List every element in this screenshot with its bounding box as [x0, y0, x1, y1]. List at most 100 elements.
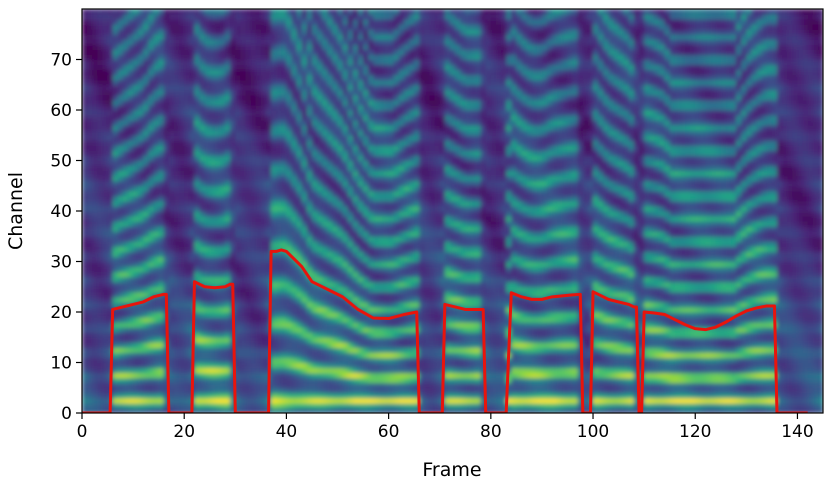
heatmap-cell: [173, 160, 180, 167]
heatmap-cell: [281, 357, 288, 364]
heatmap-cell: [122, 64, 129, 71]
heatmap-cell: [245, 231, 252, 237]
heatmap-cell: [352, 44, 359, 50]
heatmap-cell: [332, 170, 339, 177]
heatmap-cell: [133, 347, 139, 353]
heatmap-cell: [378, 84, 385, 91]
heatmap-cell: [281, 54, 288, 61]
heatmap-cell: [306, 195, 313, 202]
heatmap-cell: [301, 165, 308, 172]
heatmap-cell: [127, 296, 134, 303]
heatmap-cell: [301, 256, 308, 263]
heatmap-cell: [127, 170, 134, 177]
heatmap-cell: [342, 362, 349, 369]
heatmap-cell: [127, 317, 134, 323]
heatmap-cell: [225, 89, 231, 96]
heatmap-cell: [102, 175, 109, 182]
heatmap-cell: [296, 266, 303, 273]
heatmap-cell: [179, 317, 185, 323]
heatmap-cell: [148, 74, 155, 81]
heatmap-cell: [368, 135, 374, 141]
heatmap-cell: [97, 251, 104, 258]
heatmap-cell: [209, 19, 216, 25]
heatmap-cell: [378, 291, 385, 298]
heatmap-cell: [250, 205, 257, 212]
heatmap-cell: [107, 221, 114, 227]
heatmap-cell: [393, 332, 400, 338]
heatmap-cell: [204, 271, 211, 278]
heatmap-cell: [107, 94, 114, 101]
heatmap-cell: [322, 352, 328, 359]
heatmap-cell: [122, 261, 129, 268]
heatmap-cell: [383, 69, 390, 76]
heatmap-cell: [225, 170, 231, 177]
heatmap-cell: [117, 281, 124, 288]
heatmap-cell: [148, 180, 155, 187]
heatmap-cell: [265, 99, 272, 106]
heatmap-cell: [393, 256, 400, 263]
heatmap-cell: [179, 286, 185, 293]
heatmap-cell: [368, 175, 374, 182]
heatmap-cell: [311, 69, 318, 76]
heatmap-cell: [352, 185, 359, 192]
heatmap-cell: [337, 84, 344, 91]
heatmap-cell: [235, 84, 242, 91]
heatmap-cell: [342, 145, 349, 151]
heatmap-cell: [281, 180, 288, 187]
heatmap-cell: [225, 352, 231, 359]
heatmap-cell: [219, 140, 226, 146]
heatmap-cell: [204, 185, 211, 192]
heatmap-cell: [317, 200, 323, 207]
heatmap-cell: [168, 205, 175, 212]
heatmap-cell: [184, 34, 190, 40]
heatmap-cell: [373, 59, 379, 66]
heatmap-cell: [209, 377, 216, 384]
heatmap-cell: [117, 205, 124, 212]
heatmap-cell: [97, 397, 104, 404]
heatmap-cell: [255, 205, 262, 212]
heatmap-cell: [219, 276, 226, 283]
heatmap-cell: [281, 291, 288, 298]
heatmap-cell: [260, 74, 267, 81]
heatmap-cell: [189, 180, 196, 187]
heatmap-cell: [184, 74, 190, 81]
heatmap-cell: [158, 160, 165, 167]
heatmap-cell: [383, 337, 390, 343]
heatmap-cell: [230, 382, 236, 389]
heatmap-cell: [327, 155, 334, 162]
heatmap-cell: [184, 195, 190, 202]
heatmap-cell: [363, 49, 369, 56]
heatmap-cell: [322, 170, 328, 177]
heatmap-cell: [378, 104, 385, 111]
heatmap-cell: [138, 74, 144, 81]
heatmap-cell: [102, 190, 109, 197]
heatmap-cell: [225, 362, 231, 369]
heatmap-cell: [250, 337, 257, 343]
heatmap-cell: [250, 135, 257, 141]
heatmap-cell: [363, 195, 369, 202]
heatmap-cell: [199, 301, 206, 308]
heatmap-cell: [373, 54, 379, 61]
heatmap-cell: [337, 180, 344, 187]
heatmap-cell: [352, 19, 359, 25]
heatmap-cell: [245, 281, 252, 288]
heatmap-cell: [250, 382, 257, 389]
heatmap-cell: [250, 392, 257, 399]
heatmap-cell: [168, 19, 175, 25]
heatmap-cell: [291, 29, 298, 35]
heatmap-cell: [214, 291, 221, 298]
heatmap-cell: [127, 44, 134, 50]
heatmap-cell: [281, 195, 288, 202]
heatmap-cell: [102, 211, 109, 217]
heatmap-cell: [291, 352, 298, 359]
heatmap-cell: [281, 49, 288, 56]
heatmap-cell: [327, 34, 334, 40]
heatmap-cell: [306, 29, 313, 35]
heatmap-cell: [276, 322, 282, 328]
heatmap-cell: [194, 125, 201, 131]
heatmap-cell: [378, 185, 385, 192]
heatmap-cell: [158, 317, 165, 323]
heatmap-cell: [102, 115, 109, 121]
heatmap-cell: [327, 104, 334, 111]
heatmap-cell: [265, 195, 272, 202]
